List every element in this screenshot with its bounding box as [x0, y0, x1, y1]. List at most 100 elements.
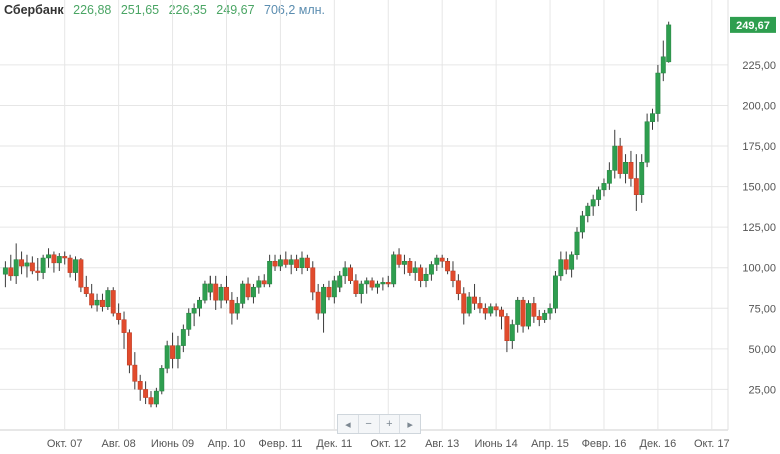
candle-up — [288, 254, 294, 275]
candle-down — [148, 391, 154, 408]
candle-body — [369, 280, 375, 288]
candle-up — [73, 256, 78, 281]
candle-body — [579, 215, 585, 233]
last-price-label: 249,67 — [730, 16, 776, 33]
candle-body — [202, 283, 208, 301]
candle-down — [35, 258, 41, 281]
candle-down — [536, 309, 542, 327]
candle-up — [412, 261, 418, 281]
candle-body — [488, 306, 494, 314]
candle-body — [563, 259, 569, 270]
candle-body — [644, 121, 650, 163]
candle-body — [283, 259, 289, 265]
x-tick-label: Июнь 09 — [151, 438, 194, 450]
candle-body — [666, 24, 672, 63]
candle-down — [633, 154, 639, 211]
candle-up — [164, 340, 170, 374]
candle-down — [304, 254, 310, 271]
candle-body — [531, 303, 537, 317]
candle-up — [590, 194, 596, 216]
candle-up — [488, 303, 494, 317]
candle-body — [552, 275, 558, 309]
candle-up — [542, 309, 548, 323]
candle-up — [240, 280, 246, 309]
candle-body — [445, 260, 451, 272]
candle-body — [229, 299, 235, 314]
candle-up — [218, 283, 224, 309]
candle-down — [83, 275, 89, 297]
candle-down — [224, 275, 229, 304]
candle-body — [180, 329, 186, 346]
candle-down — [369, 277, 375, 291]
candle-up — [175, 335, 181, 369]
candle-up — [423, 267, 429, 288]
candle-body — [633, 178, 639, 195]
candle-body — [466, 296, 472, 314]
candle-body — [110, 290, 116, 314]
minus-icon: − — [365, 418, 372, 430]
candle-body — [590, 199, 596, 207]
candle-down — [315, 283, 321, 320]
candle-body — [105, 290, 111, 307]
candle-down — [520, 296, 526, 333]
x-tick-label: Дек. 11 — [316, 438, 352, 450]
candle-body — [35, 270, 41, 273]
candle-body — [100, 299, 105, 307]
candle-body — [213, 283, 219, 301]
low-value: 226,35 — [168, 3, 207, 17]
scroll-left-button[interactable]: ◂ — [338, 415, 359, 433]
candle-up — [655, 64, 661, 122]
candle-up — [660, 40, 666, 82]
candle-down — [628, 150, 634, 187]
candle-up — [191, 303, 197, 327]
candle-body — [569, 254, 575, 270]
candle-body — [504, 316, 510, 342]
candle-body — [461, 293, 467, 314]
candle-body — [29, 262, 35, 272]
x-tick-label: Июнь 14 — [474, 438, 517, 450]
candle-body — [375, 283, 380, 288]
chart-navigator: ◂ − + ▸ — [337, 414, 421, 434]
candle-down — [461, 287, 467, 325]
candle-down — [310, 261, 316, 301]
candle-body — [558, 259, 564, 277]
candle-body — [116, 312, 122, 320]
zoom-in-button[interactable]: + — [380, 415, 401, 433]
candle-body — [353, 280, 359, 294]
candle-body — [51, 254, 57, 264]
candle-body — [520, 299, 526, 327]
candle-down — [450, 261, 456, 288]
candle-down — [348, 264, 353, 284]
candles — [2, 21, 672, 408]
candle-body — [606, 170, 612, 184]
candle-down — [89, 283, 95, 309]
candle-up — [644, 113, 650, 168]
candle-body — [601, 183, 607, 191]
scroll-right-button[interactable]: ▸ — [400, 415, 420, 433]
zoom-out-button[interactable]: − — [359, 415, 380, 433]
candle-down — [132, 352, 138, 390]
candle-body — [197, 299, 202, 309]
candle-body — [78, 259, 84, 288]
candle-up — [342, 261, 348, 284]
candle-up — [552, 270, 558, 314]
candle-body — [623, 162, 628, 174]
candle-body — [164, 345, 170, 369]
candle-up — [267, 254, 273, 288]
candle-body — [639, 162, 645, 195]
candle-up — [574, 227, 580, 260]
candle-up — [428, 261, 434, 281]
candle-up — [56, 253, 62, 271]
candle-down — [407, 258, 413, 276]
y-tick-label: 150,00 — [742, 182, 776, 194]
candle-body — [358, 283, 364, 294]
candle-up — [207, 275, 213, 301]
candle-body — [56, 256, 62, 264]
candle-body — [267, 260, 273, 285]
y-tick-label: 25,00 — [748, 384, 776, 396]
x-tick-label: Апр. 15 — [531, 438, 569, 450]
candle-body — [455, 280, 461, 294]
candle-body — [67, 257, 73, 273]
candle-down — [439, 254, 445, 268]
